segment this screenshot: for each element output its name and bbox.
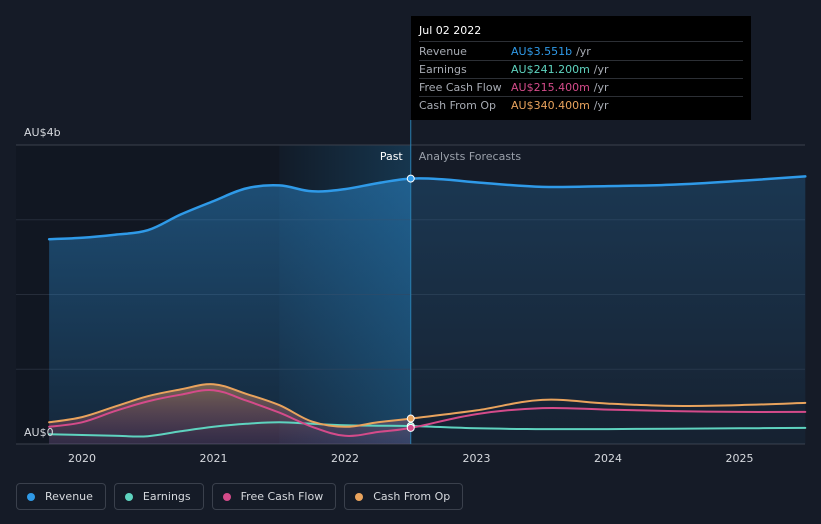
tooltip-row-revenue: Revenue AU$3.551b /yr — [419, 43, 743, 61]
tooltip-value: AU$215.400m — [511, 81, 590, 94]
x-tick-label: 2025 — [726, 452, 754, 465]
tooltip-row-cash-from-op: Cash From Op AU$340.400m /yr — [419, 97, 743, 114]
data-tooltip: Jul 02 2022 Revenue AU$3.551b /yr Earnin… — [411, 16, 751, 120]
tooltip-unit: /yr — [593, 63, 609, 76]
tooltip-row-free-cash-flow: Free Cash Flow AU$215.400m /yr — [419, 79, 743, 97]
tooltip-label: Cash From Op — [419, 99, 497, 112]
tooltip-label: Free Cash Flow — [419, 81, 502, 94]
legend-label: Revenue — [45, 490, 93, 503]
x-tick-label: 2020 — [68, 452, 96, 465]
revenue-area-past — [49, 178, 411, 444]
legend-item-free-cash-flow[interactable]: Free Cash Flow — [211, 483, 337, 510]
tooltip-value: AU$3.551b — [511, 45, 573, 58]
x-tick-label: 2021 — [200, 452, 228, 465]
legend-dot-icon — [124, 492, 133, 501]
free-cash-flow-marker — [406, 423, 415, 432]
y-axis-top-label: AU$4b — [24, 126, 61, 139]
legend-item-revenue[interactable]: Revenue — [16, 483, 106, 510]
tooltip-label: Earnings — [419, 63, 467, 76]
past-label: Past — [380, 150, 404, 163]
tooltip-label: Revenue — [419, 45, 467, 58]
tooltip-unit: /yr — [593, 81, 609, 94]
legend-dot-icon — [222, 492, 231, 501]
y-axis-bottom-label: AU$0 — [24, 426, 54, 439]
x-tick-label: 2023 — [463, 452, 491, 465]
legend-label: Free Cash Flow — [240, 490, 324, 503]
cash-from-op-line — [48, 383, 807, 428]
tooltip-value: AU$241.200m — [511, 63, 590, 76]
revenue-line — [47, 175, 807, 241]
tooltip-date: Jul 02 2022 — [419, 23, 743, 42]
legend-label: Cash From Op — [373, 490, 451, 503]
x-tick-label: 2024 — [594, 452, 622, 465]
legend-item-earnings[interactable]: Earnings — [113, 483, 204, 510]
tooltip-unit: /yr — [593, 99, 609, 112]
tooltip-row-earnings: Earnings AU$241.200m /yr — [419, 61, 743, 79]
free-cash-flow-line — [48, 388, 807, 437]
legend-item-cash-from-op[interactable]: Cash From Op — [344, 483, 464, 510]
forecast-label: Analysts Forecasts — [419, 150, 522, 163]
legend-dot-icon — [27, 492, 35, 501]
legend-dot-icon — [355, 492, 364, 501]
cash-from-op-marker — [406, 414, 415, 423]
tooltip-value: AU$340.400m — [511, 99, 590, 112]
legend-label: Earnings — [142, 490, 191, 503]
x-tick-label: 2022 — [331, 452, 359, 465]
revenue-area-forecast — [410, 176, 806, 444]
revenue-marker — [406, 174, 415, 183]
earnings-line — [48, 421, 807, 438]
chart-legend: Revenue Earnings Free Cash Flow Cash Fro… — [16, 483, 464, 510]
tooltip-unit: /yr — [576, 45, 591, 58]
